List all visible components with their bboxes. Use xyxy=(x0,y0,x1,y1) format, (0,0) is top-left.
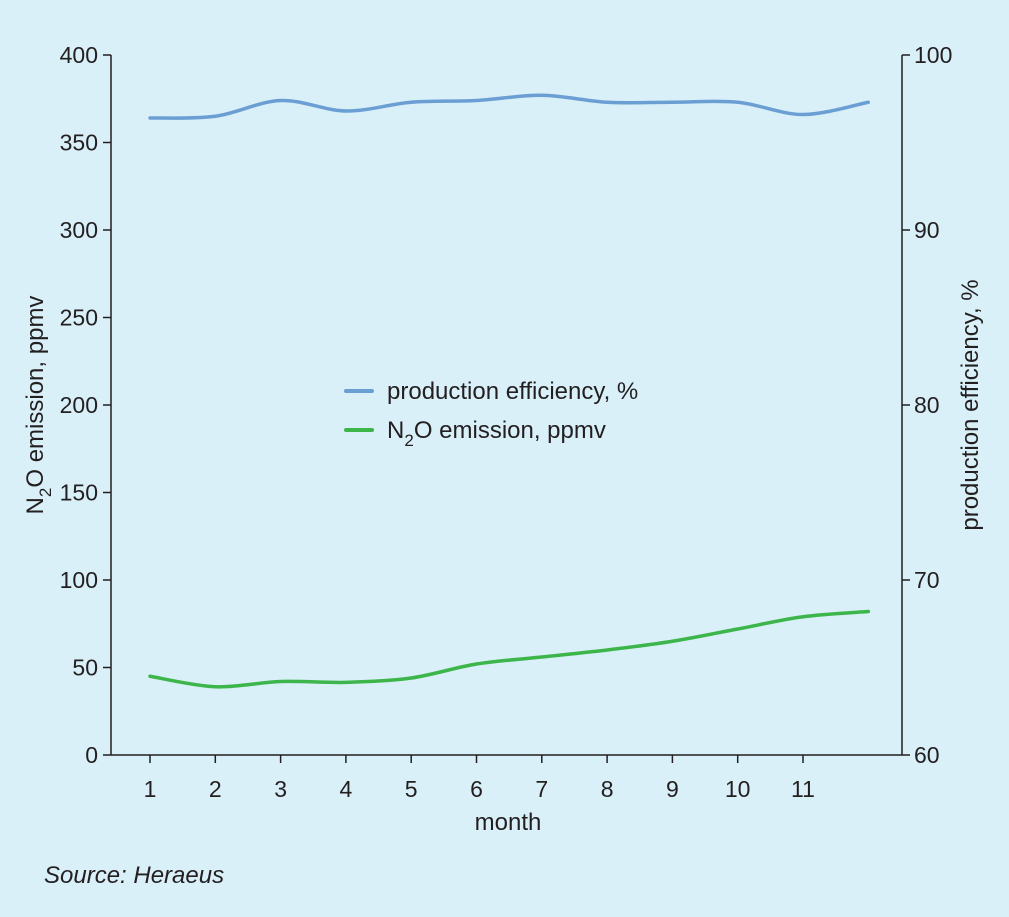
y-left-tick-label: 0 xyxy=(85,742,98,768)
series-layer xyxy=(148,93,871,689)
x-tick-label: 7 xyxy=(535,776,548,802)
x-tick-label: 6 xyxy=(470,776,483,802)
y-left-tick-label: 350 xyxy=(60,130,98,156)
y-left-tick-label: 400 xyxy=(60,42,98,68)
source-note: Source: Heraeus xyxy=(44,862,225,889)
x-tick-label: 2 xyxy=(209,776,222,802)
y-right-tick-label: 60 xyxy=(914,742,940,768)
axes: 0 50 100 150 200 250 300 350 400 60 70 80 90 100 1 2 3 4 5… xyxy=(60,42,953,802)
y-left-tick-label: 250 xyxy=(60,305,98,331)
legend-label-n2o-emission: N2O emission, ppmv xyxy=(387,417,606,450)
y-right-tick-label: 100 xyxy=(914,42,952,68)
x-tick-label: 10 xyxy=(725,776,751,802)
y-axis-right-title: production efficiency, % xyxy=(957,279,984,530)
x-tick-label: 1 xyxy=(144,776,157,802)
series-line-n2o-emission xyxy=(148,609,871,689)
legend: production efficiency, % N2O emission, p… xyxy=(344,378,638,450)
y-left-tick-label: 50 xyxy=(72,655,98,681)
y-right-tick-label: 70 xyxy=(914,567,940,593)
y-left-tick-label: 200 xyxy=(60,392,98,418)
x-tick-label: 9 xyxy=(666,776,679,802)
x-tick-label: 4 xyxy=(340,776,353,802)
y-right-tick-label: 80 xyxy=(914,392,940,418)
series-line-production-efficiency xyxy=(148,93,871,120)
x-tick-label: 11 xyxy=(791,776,815,802)
x-axis-title: month xyxy=(475,809,542,836)
x-tick-label: 8 xyxy=(601,776,614,802)
y-left-tick-label: 100 xyxy=(60,567,98,593)
y-axis-left-title: N2O emission, ppmv xyxy=(22,296,55,515)
y-left-tick-label: 150 xyxy=(60,480,98,506)
legend-label-production-efficiency: production efficiency, % xyxy=(387,378,638,405)
x-tick-label: 3 xyxy=(274,776,287,802)
y-right-tick-label: 90 xyxy=(914,217,940,243)
y-left-tick-label: 300 xyxy=(60,217,98,243)
x-tick-label: 5 xyxy=(405,776,418,802)
